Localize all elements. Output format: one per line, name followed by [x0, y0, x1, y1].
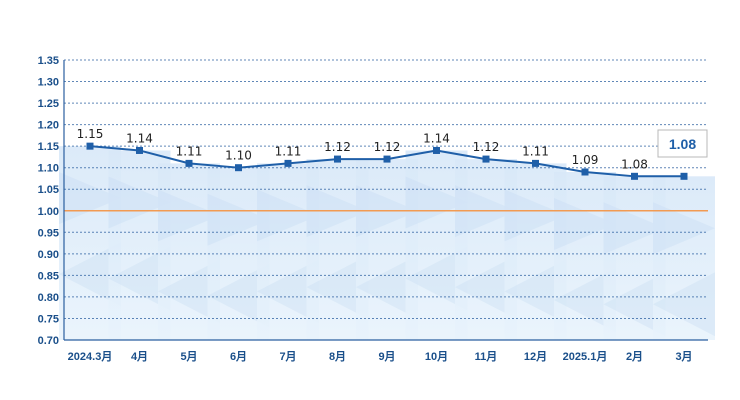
data-point: [581, 168, 589, 176]
y-tick-label: 1.00: [38, 206, 59, 218]
data-point: [136, 146, 143, 154]
y-tick-label: 0.75: [38, 313, 59, 325]
bar-pattern: [158, 189, 220, 242]
data-label: 1.11: [522, 144, 549, 158]
y-tick-label: 1.10: [38, 163, 59, 175]
data-label: 1.08: [621, 157, 648, 171]
data-point: [86, 142, 94, 150]
x-tick-label: 12月: [524, 350, 547, 363]
data-point: [334, 155, 341, 163]
x-tick-label: 2月: [626, 350, 643, 363]
x-tick-label: 7月: [279, 350, 296, 363]
bar-pattern: [257, 259, 319, 324]
bar-pattern: [207, 193, 270, 246]
data-point: [680, 172, 688, 180]
bar-pattern: [603, 272, 666, 337]
bar-pattern: [455, 255, 517, 320]
data-point: [284, 159, 292, 167]
data-label: 1.09: [572, 153, 599, 167]
bar-pattern: [108, 246, 171, 311]
data-point: [433, 146, 440, 154]
y-tick-labels: 0.70 0.75 0.80 0.85 0.90 0.95 1.00 1.05 1.10 1.15…: [38, 55, 59, 347]
y-tick-label: 1.25: [38, 98, 59, 110]
y-tick-label: 0.85: [38, 270, 59, 282]
x-tick-label: 5月: [180, 350, 197, 363]
x-tick-label: 3月: [675, 350, 692, 363]
x-tick-labels: 2024.3月 4月 5月 6月 7月 8月 9月 10月 11月 12月 2025.1月 2月 3月: [68, 350, 693, 363]
data-label: 1.14: [126, 131, 153, 145]
bar-pattern: [504, 189, 567, 242]
data-label: 1.12: [324, 140, 351, 154]
bar-pattern: [653, 202, 715, 255]
y-tick-label: 0.80: [38, 292, 59, 304]
y-tick-label: 0.90: [38, 249, 59, 261]
y-tick-label: 1.20: [38, 120, 59, 132]
bar-pattern: [504, 259, 567, 324]
y-tick-label: 1.30: [38, 77, 59, 89]
bar-pattern: [603, 202, 666, 255]
data-point: [235, 164, 242, 172]
x-tick-label: 11月: [475, 350, 498, 363]
data-label: 1.11: [176, 144, 203, 158]
x-tick-label: 8月: [329, 350, 346, 363]
x-tick-label: 4月: [131, 350, 148, 363]
data-label: 1.10: [225, 149, 252, 163]
y-tick-label: 0.70: [38, 335, 59, 347]
y-tick-label: 1.35: [38, 55, 59, 67]
y-tick-label: 1.05: [38, 184, 59, 196]
x-tick-label: 6月: [230, 350, 247, 363]
bar-pattern: [59, 242, 121, 307]
y-tick-label: 1.15: [38, 141, 59, 153]
data-label: 1.11: [275, 144, 302, 158]
data-point: [482, 155, 490, 163]
data-point: [185, 159, 193, 167]
x-tick-label: 2024.3月: [68, 350, 113, 363]
x-tick-label: 10月: [425, 350, 448, 363]
data-label: 1.12: [374, 140, 401, 154]
data-point: [383, 155, 391, 163]
latest-value-label: 1.08: [669, 136, 696, 152]
y-tick-label: 0.95: [38, 227, 59, 239]
x-tick-label: 2025.1月: [563, 350, 608, 363]
data-point: [532, 159, 539, 167]
bar-pattern: [653, 272, 715, 337]
bar-pattern: [405, 246, 468, 311]
bars-layer: [59, 146, 715, 340]
data-point: [631, 172, 638, 180]
data-label: 1.15: [77, 127, 104, 141]
data-labels: 1.15 1.14 1.11 1.10 1.11 1.12 1.12 1.14 1.12 1.11…: [77, 127, 648, 171]
data-label: 1.12: [473, 140, 500, 154]
latest-value-box: [657, 129, 708, 158]
bar-pattern: [554, 268, 616, 332]
bar: [653, 176, 715, 340]
data-markers: [86, 142, 688, 180]
x-tick-label: 9月: [378, 350, 395, 363]
data-label: 1.14: [423, 131, 450, 145]
bar-pattern: [356, 255, 418, 320]
bar-pattern: [207, 263, 270, 328]
bar-pattern: [257, 189, 319, 242]
bar-pattern: [306, 255, 369, 320]
